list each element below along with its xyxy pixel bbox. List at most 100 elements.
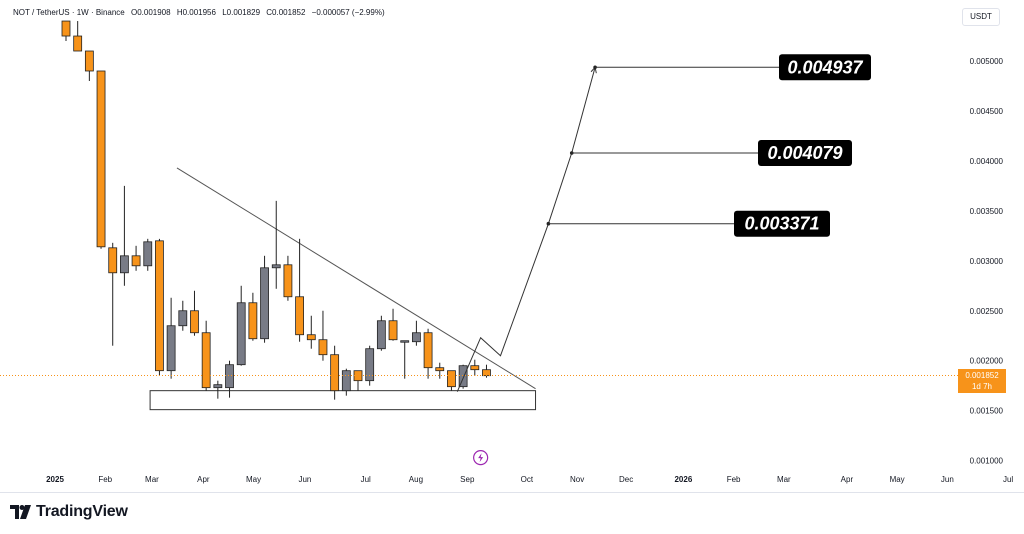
tradingview-logo[interactable]: TradingView: [10, 503, 128, 521]
candle[interactable]: [61, 20, 71, 42]
candle[interactable]: [435, 362, 445, 379]
candle[interactable]: [388, 308, 398, 341]
ohlc-legend: NOT / TetherUS · 1W · Binance O0.001908 …: [13, 8, 389, 17]
candle-body: [388, 320, 398, 341]
x-tick-label: 2026: [674, 475, 692, 484]
candle[interactable]: [248, 292, 258, 341]
candle-body: [341, 370, 351, 392]
candle-body: [447, 370, 456, 388]
candle[interactable]: [458, 364, 468, 389]
candle[interactable]: [306, 315, 316, 349]
candle-body: [84, 50, 94, 72]
candle[interactable]: [295, 238, 305, 342]
tradingview-icon: [10, 505, 31, 519]
candle[interactable]: [400, 340, 410, 379]
candle[interactable]: [108, 242, 118, 346]
candle-body: [120, 255, 129, 274]
candle-body: [470, 365, 480, 371]
target-label: 0.003371: [744, 214, 819, 234]
y-tick-label: 0.004000: [970, 157, 1004, 166]
support-zone-box[interactable]: [149, 390, 537, 411]
target-level[interactable]: 0.003371: [546, 210, 830, 237]
candle-body: [201, 332, 211, 389]
candle-body: [108, 247, 118, 274]
target-label-bg: [779, 54, 871, 81]
candle-body: [190, 310, 199, 334]
x-tick-label: Jul: [1003, 475, 1013, 484]
candle[interactable]: [260, 255, 269, 343]
candle-body: [330, 354, 340, 392]
candle[interactable]: [131, 245, 141, 271]
candle[interactable]: [365, 345, 375, 386]
candle-body: [260, 267, 269, 340]
candle-body: [318, 339, 328, 356]
x-tick-label: Apr: [841, 475, 854, 484]
candle[interactable]: [330, 345, 340, 400]
x-tick-label: Feb: [98, 475, 112, 484]
candle[interactable]: [353, 370, 363, 391]
candle[interactable]: [120, 185, 129, 286]
candle-body: [213, 384, 223, 389]
candle-body: [482, 369, 491, 377]
candle-body: [271, 264, 281, 269]
x-tick-label: Jun: [298, 475, 311, 484]
candle[interactable]: [271, 200, 281, 289]
candle[interactable]: [178, 300, 188, 331]
candle[interactable]: [423, 328, 433, 379]
close-value: C0.001852: [266, 8, 306, 17]
candle[interactable]: [143, 238, 153, 271]
last-price-tag: 0.001852 1d 7h: [958, 369, 1006, 393]
candle-body: [155, 240, 164, 372]
x-tick-label: Jun: [941, 475, 954, 484]
x-tick-label: Oct: [521, 475, 534, 484]
x-tick-label: Jul: [361, 475, 371, 484]
candle[interactable]: [96, 70, 106, 249]
x-tick-label: May: [890, 475, 905, 484]
candle-body: [166, 325, 176, 372]
symbol-title[interactable]: NOT / TetherUS · 1W · Binance: [13, 8, 125, 17]
currency-badge[interactable]: USDT: [962, 8, 1000, 26]
y-tick-label: 0.001500: [970, 407, 1004, 416]
x-tick-label: Sep: [460, 475, 475, 484]
candle[interactable]: [376, 315, 386, 351]
projection-path[interactable]: [456, 67, 596, 392]
candle[interactable]: [283, 255, 293, 301]
candle-body: [61, 20, 71, 37]
candle[interactable]: [166, 297, 176, 379]
candle[interactable]: [236, 285, 246, 366]
candle[interactable]: [225, 360, 234, 398]
candle[interactable]: [190, 290, 199, 336]
y-tick-label: 0.003000: [970, 257, 1004, 266]
x-tick-label: Nov: [570, 475, 584, 484]
target-label: 0.004937: [787, 57, 863, 77]
target-label-bg: [734, 210, 830, 237]
target-level[interactable]: 0.004937: [593, 54, 871, 81]
target-label-bg: [758, 140, 852, 167]
candle-body: [365, 348, 375, 382]
candle[interactable]: [73, 21, 83, 52]
candle[interactable]: [155, 238, 164, 376]
candle-body: [143, 241, 153, 267]
candle[interactable]: [213, 380, 223, 399]
candle[interactable]: [470, 359, 480, 376]
y-tick-label: 0.001000: [970, 457, 1004, 466]
target-level[interactable]: 0.004079: [569, 140, 852, 167]
x-tick-label: Aug: [409, 475, 423, 484]
candle[interactable]: [341, 368, 351, 396]
candle-body: [295, 296, 305, 336]
candle-body: [225, 364, 234, 389]
bar-countdown: 1d 7h: [971, 382, 993, 391]
y-tick-label: 0.004500: [970, 107, 1004, 116]
candle[interactable]: [447, 370, 456, 391]
candle[interactable]: [411, 320, 421, 346]
candle[interactable]: [201, 320, 211, 391]
candle-body: [411, 332, 421, 343]
candle[interactable]: [318, 310, 328, 361]
candle-body: [400, 340, 410, 343]
y-tick-label: 0.003500: [970, 207, 1004, 216]
lightning-event-icon[interactable]: [473, 450, 489, 466]
candle[interactable]: [84, 50, 94, 81]
x-tick-label: Dec: [619, 475, 633, 484]
descending-trendline[interactable]: [176, 167, 536, 390]
